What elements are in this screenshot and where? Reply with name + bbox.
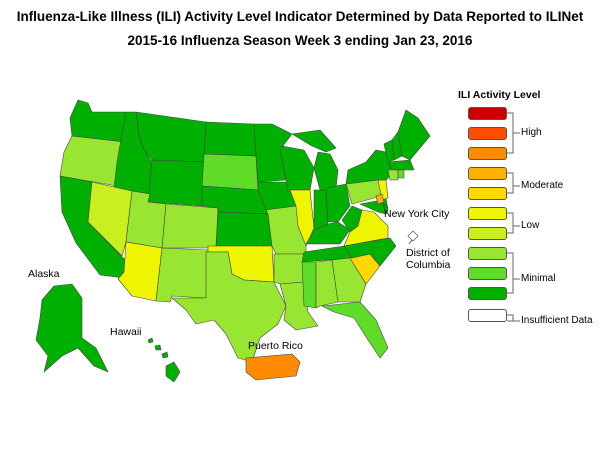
legend-label-insufficient-data: Insufficient Data: [521, 315, 593, 326]
state-georgia: [331, 257, 367, 303]
map-subtitle: 2015-16 Influenza Season Week 3 ending J…: [127, 33, 473, 48]
state-illinois: [289, 189, 315, 247]
legend-brackets: [507, 112, 520, 322]
state-nevada: [87, 181, 133, 257]
state-kentucky: [305, 221, 351, 245]
legend-swatch-level-10: [468, 107, 507, 120]
legend-title: ILI Activity Level: [458, 89, 541, 101]
district-of-columbia: [407, 230, 419, 242]
state-wyoming: [147, 159, 205, 207]
state-ohio: [325, 183, 351, 223]
state-michigan-lower: [313, 151, 339, 191]
state-alaska: [35, 283, 109, 373]
state-hawaii-4: [165, 361, 181, 383]
state-north-carolina: [343, 237, 397, 267]
legend-swatch-level-6: [468, 187, 507, 200]
label-alaska: Alaska: [28, 268, 60, 280]
label-hawaii: Hawaii: [110, 326, 142, 338]
label-puerto-rico: Puerto Rico: [248, 340, 303, 352]
state-north-dakota: [203, 121, 257, 157]
label-dc-line1: District of: [406, 247, 450, 259]
state-indiana: [313, 189, 329, 231]
state-maine: [397, 109, 431, 161]
label-new-york-city: New York City: [384, 208, 450, 220]
legend-swatch-level-5: [468, 207, 507, 220]
legend-label-high: High: [521, 127, 542, 138]
legend-swatch-level-9: [468, 127, 507, 140]
state-hawaii-3: [161, 351, 169, 359]
state-hawaii-1: [147, 337, 154, 344]
state-michigan: [291, 129, 337, 153]
map-title: Influenza-Like Illness (ILI) Activity Le…: [16, 9, 584, 24]
state-massachusetts: [387, 159, 415, 171]
state-new-york: [345, 149, 393, 185]
state-hawaii-2: [154, 344, 162, 351]
state-mississippi: [301, 261, 317, 309]
legend-swatch-level-2: [468, 267, 507, 280]
legend-swatch-level-1: [468, 287, 507, 300]
new-york-city: [375, 193, 385, 205]
state-new-mexico: [155, 247, 209, 303]
legend-label-moderate: Moderate: [521, 180, 564, 191]
legend-label-minimal: Minimal: [521, 273, 556, 284]
legend-swatch-level-0: [468, 309, 507, 322]
state-connecticut: [387, 169, 399, 181]
legend-swatch-level-8: [468, 147, 507, 160]
legend-swatch-level-4: [468, 227, 507, 240]
legend-swatch-level-7: [468, 167, 507, 180]
state-washington: [69, 99, 127, 143]
state-south-dakota: [201, 153, 259, 191]
state-florida: [321, 301, 389, 359]
legend-label-low: Low: [521, 220, 540, 231]
state-kansas: [215, 211, 273, 247]
state-arizona: [117, 241, 163, 302]
state-alabama: [315, 259, 339, 309]
state-rhode-island: [397, 169, 405, 179]
state-virginia: [343, 209, 389, 247]
territory-puerto-rico: [245, 353, 301, 381]
state-arkansas: [273, 253, 307, 285]
state-colorado: [161, 203, 219, 249]
label-dc-line2: Columbia: [406, 259, 451, 271]
legend-swatch-level-3: [468, 247, 507, 260]
